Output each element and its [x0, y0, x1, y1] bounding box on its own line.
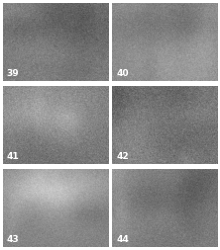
Text: 44: 44 [116, 235, 129, 244]
Text: 39: 39 [7, 69, 20, 78]
Text: 42: 42 [116, 152, 129, 161]
Text: 43: 43 [7, 235, 20, 244]
Text: 40: 40 [116, 69, 129, 78]
Text: 41: 41 [7, 152, 20, 161]
